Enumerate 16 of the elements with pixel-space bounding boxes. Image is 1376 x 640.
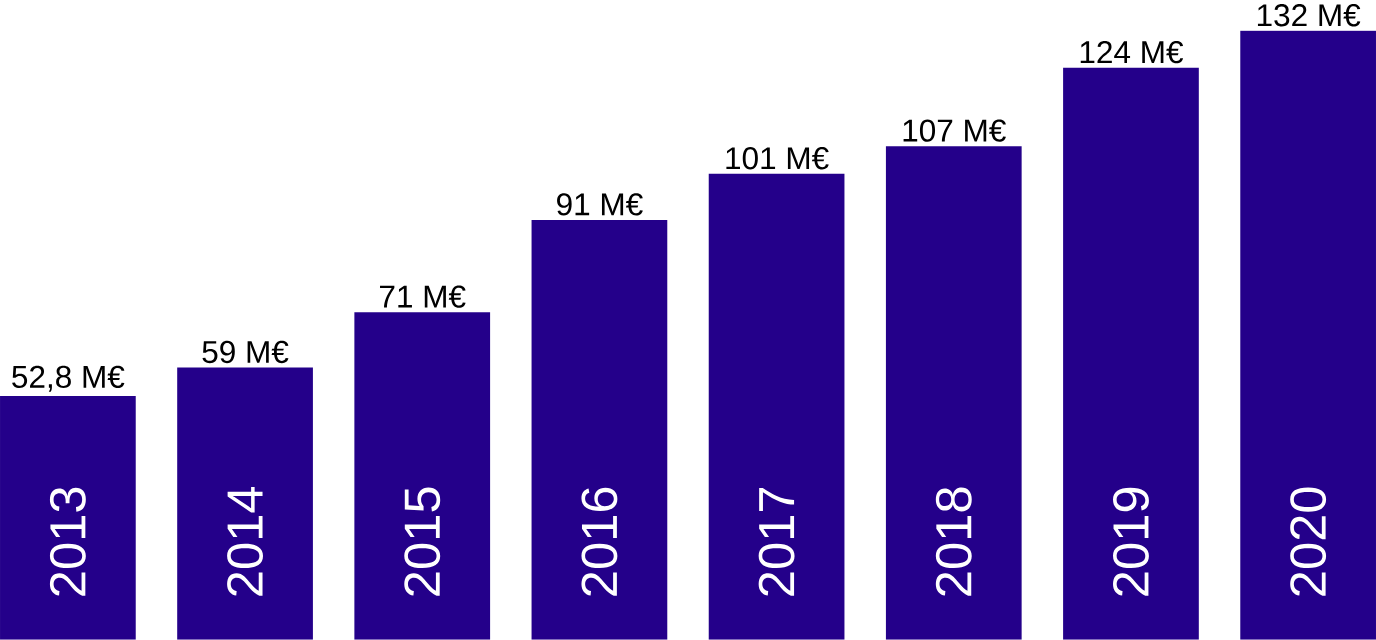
data-label: 107 M€: [903, 119, 1006, 142]
x-tick-label: 2020: [1290, 487, 1327, 596]
x-tick-label: 2015: [404, 487, 441, 596]
data-label: 59 M€: [202, 340, 289, 364]
x-tick-label: 2018: [935, 487, 972, 596]
x-tick-label: 2019: [1113, 487, 1149, 596]
data-label: 124 M€: [1080, 41, 1184, 64]
x-tick-label: 2014: [227, 487, 264, 596]
x-tick-label: 2013: [49, 487, 86, 596]
data-label: 101 M€: [726, 147, 829, 170]
x-tick-label: 2017: [758, 488, 795, 596]
data-label: 132 M€: [1257, 4, 1361, 27]
data-label: 91 M€: [557, 193, 643, 216]
data-label: 71 M€: [380, 285, 466, 308]
x-tick-label: 2016: [581, 487, 618, 596]
data-label: 52,8 M€: [12, 365, 125, 392]
